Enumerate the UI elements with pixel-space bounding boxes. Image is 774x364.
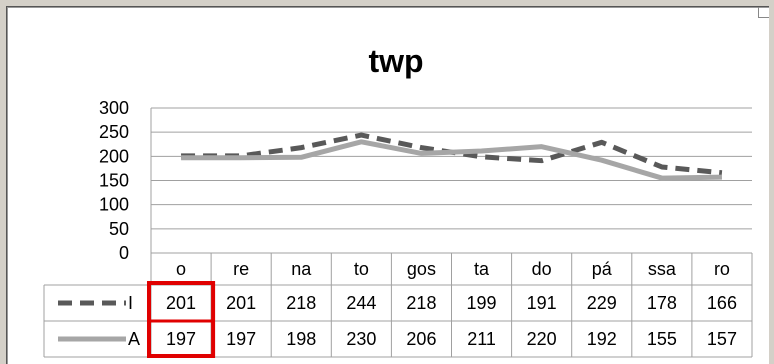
- corner-mark: [758, 7, 769, 18]
- data-cell: 218: [406, 293, 436, 313]
- category-label: ro: [714, 259, 730, 279]
- data-cell: 211: [467, 329, 496, 349]
- y-tick-label: 150: [99, 171, 129, 191]
- data-cell: 197: [166, 329, 196, 349]
- chart-window: [6, 6, 769, 364]
- data-cell: 230: [346, 329, 376, 349]
- y-tick-label: 250: [99, 122, 129, 142]
- y-tick-label: 50: [109, 219, 129, 239]
- category-label: o: [176, 259, 186, 279]
- series-line-A: [181, 139, 722, 181]
- data-cell: 229: [587, 293, 617, 313]
- data-cell: 201: [226, 293, 256, 313]
- data-cell: 166: [707, 293, 737, 313]
- category-label: ta: [474, 259, 490, 279]
- category-label: pá: [592, 259, 613, 279]
- category-label: ssa: [648, 259, 677, 279]
- legend-label: A: [128, 329, 140, 349]
- data-cell: 155: [647, 329, 677, 349]
- data-cell: 206: [406, 329, 436, 349]
- y-tick-label: 300: [99, 98, 129, 118]
- category-label: gos: [407, 259, 436, 279]
- data-cell: 201: [166, 293, 196, 313]
- data-cell: 198: [286, 329, 316, 349]
- category-label: na: [291, 259, 312, 279]
- data-cell: 192: [587, 329, 617, 349]
- legend-label: I: [128, 293, 133, 313]
- y-tick-label: 0: [119, 243, 129, 263]
- series-lines: [181, 132, 723, 181]
- category-label: to: [354, 259, 369, 279]
- data-cell: 244: [346, 293, 376, 313]
- data-cell: 157: [707, 329, 737, 349]
- y-tick-label: 200: [99, 146, 129, 166]
- data-cell: 178: [647, 293, 677, 313]
- data-cell: 197: [226, 329, 256, 349]
- highlight-box: [147, 281, 216, 358]
- category-label: re: [233, 259, 249, 279]
- y-axis-tick-labels: 0 50 100 150 200 250 300: [99, 98, 129, 263]
- category-label: do: [532, 259, 552, 279]
- chart-title: twp: [368, 43, 423, 79]
- data-cell: 199: [467, 293, 497, 313]
- data-cell: 218: [286, 293, 316, 313]
- y-tick-label: 100: [99, 195, 129, 215]
- data-cell: 191: [527, 293, 557, 313]
- data-cell: 220: [527, 329, 557, 349]
- data-table: o re na to gos ta do pá ssa ro I 201 201 218 244 218 199…: [43, 253, 753, 358]
